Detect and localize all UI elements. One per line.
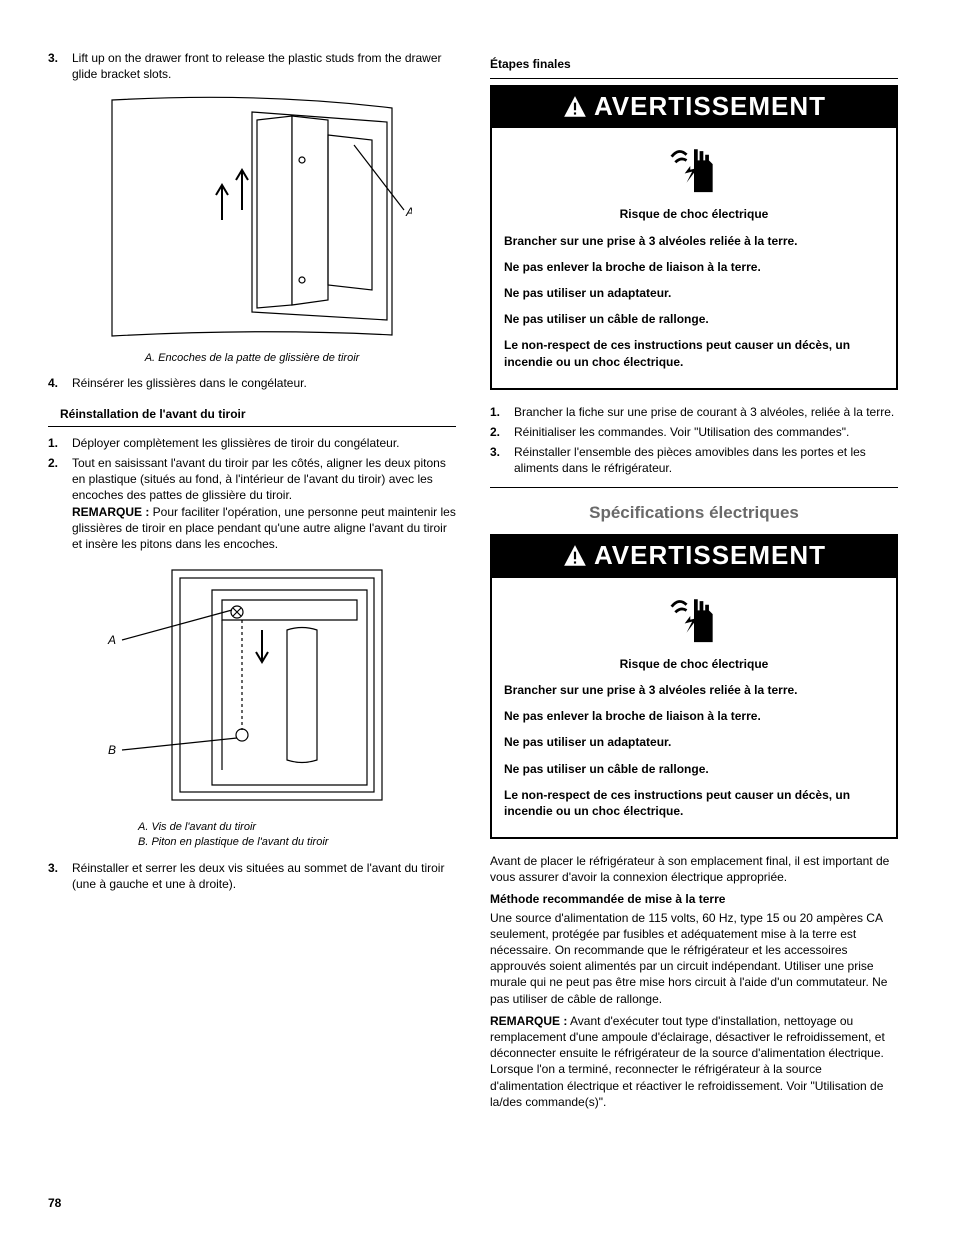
list-item: 1. Déployer complètement les glissières …	[48, 435, 456, 451]
shock-icon-row	[492, 578, 896, 656]
step-number: 3.	[48, 860, 72, 892]
step-number: 1.	[48, 435, 72, 451]
list-item: 1. Brancher la fiche sur une prise de co…	[490, 404, 898, 420]
shock-hand-icon	[666, 138, 722, 194]
step-number: 3.	[48, 50, 72, 82]
list-item: 3. Réinstaller et serrer les deux vis si…	[48, 860, 456, 892]
steps-list-top: 3. Lift up on the drawer front to releas…	[48, 50, 456, 82]
warning-title: AVERTISSEMENT	[594, 89, 826, 124]
warn-line: Ne pas utiliser un adaptateur.	[504, 285, 884, 301]
left-column: 3. Lift up on the drawer front to releas…	[48, 50, 456, 1110]
shock-icon-row	[492, 128, 896, 206]
step-main: Tout en saisissant l'avant du tiroir par…	[72, 456, 446, 502]
figure-2: A B	[48, 560, 456, 814]
list-item: 2. Tout en saisissant l'avant du tiroir …	[48, 455, 456, 552]
warning-banner: AVERTISSEMENT	[492, 87, 896, 128]
warn-line: Brancher sur une prise à 3 alvéoles reli…	[504, 233, 884, 249]
warning-box-2: AVERTISSEMENT Risque de choc électrique …	[490, 534, 898, 839]
warn-line: Le non-respect de ces instructions peut …	[504, 787, 884, 819]
warning-body: Risque de choc électrique Brancher sur u…	[492, 656, 896, 819]
right-column: Étapes finales AVERTISSEMENT Ris	[490, 50, 898, 1110]
figure-label-a: A	[405, 205, 412, 219]
warning-title: AVERTISSEMENT	[594, 538, 826, 573]
figure-2-caption: A. Vis de l'avant du tiroir B. Piton en …	[48, 820, 456, 850]
warn-line: Ne pas utiliser un câble de rallonge.	[504, 311, 884, 327]
reinstall-step-3: 3. Réinstaller et serrer les deux vis si…	[48, 860, 456, 892]
drawer-front-diagram-icon: A B	[102, 560, 402, 810]
caption-line-a: A. Vis de l'avant du tiroir	[138, 821, 256, 833]
warn-line: Ne pas utiliser un câble de rallonge.	[504, 761, 884, 777]
divider	[490, 487, 898, 488]
list-item: 4. Réinsérer les glissières dans le cong…	[48, 375, 456, 391]
list-item: 3. Lift up on the drawer front to releas…	[48, 50, 456, 82]
etapes-finales-heading: Étapes finales	[490, 52, 898, 76]
step-text: Lift up on the drawer front to release t…	[72, 50, 456, 82]
figure-label-b: B	[108, 743, 116, 757]
step-text: Réinsérer les glissières dans le congéla…	[72, 375, 456, 391]
figure-label-a: A	[107, 633, 116, 647]
warning-box-1: AVERTISSEMENT Risque de choc électrique …	[490, 85, 898, 390]
remark-label: REMARQUE :	[72, 505, 149, 519]
warn-line: Ne pas enlever la broche de liaison à la…	[504, 708, 884, 724]
warn-line: Risque de choc électrique	[504, 206, 884, 222]
step-text: Réinitialiser les commandes. Voir "Utili…	[514, 424, 898, 440]
warn-line: Brancher sur une prise à 3 alvéoles reli…	[504, 682, 884, 698]
step-number: 3.	[490, 444, 514, 476]
warn-line: Ne pas enlever la broche de liaison à la…	[504, 259, 884, 275]
method-heading-text: Méthode recommandée de mise à la terre	[490, 892, 725, 906]
section-title-electrical: Spécifications électriques	[490, 502, 898, 525]
steps-list-mid: 4. Réinsérer les glissières dans le cong…	[48, 375, 456, 391]
drawer-diagram-icon: A	[92, 90, 412, 340]
step-text: Tout en saisissant l'avant du tiroir par…	[72, 455, 456, 552]
step-text: Déployer complètement les glissières de …	[72, 435, 456, 451]
page-number: 78	[48, 1195, 61, 1211]
final-steps-list: 1. Brancher la fiche sur une prise de co…	[490, 404, 898, 477]
list-item: 3. Réinstaller l'ensemble des pièces amo…	[490, 444, 898, 476]
paragraph: Avant de placer le réfrigérateur à son e…	[490, 853, 898, 885]
step-text: Réinstaller l'ensemble des pièces amovib…	[514, 444, 898, 476]
step-number: 2.	[48, 455, 72, 552]
remark-label: REMARQUE :	[490, 1014, 567, 1028]
caption-line-b: B. Piton en plastique de l'avant du tiro…	[138, 836, 328, 848]
step-text: Brancher la fiche sur une prise de coura…	[514, 404, 898, 420]
step-number: 1.	[490, 404, 514, 420]
list-item: 2. Réinitialiser les commandes. Voir "Ut…	[490, 424, 898, 440]
subheading-reinstall: Réinstallation de l'avant du tiroir	[48, 402, 456, 427]
step-number: 4.	[48, 375, 72, 391]
figure-1-caption: A. Encoches de la patte de glissière de …	[48, 351, 456, 366]
page-columns: 3. Lift up on the drawer front to releas…	[48, 50, 906, 1110]
figure-1: A	[48, 90, 456, 344]
step-text: Réinstaller et serrer les deux vis situé…	[72, 860, 456, 892]
warn-line: Risque de choc électrique	[504, 656, 884, 672]
warning-triangle-icon	[562, 543, 588, 569]
method-heading: Méthode recommandée de mise à la terre	[490, 891, 898, 907]
shock-hand-icon	[666, 588, 722, 644]
paragraph: REMARQUE : Avant d'exécuter tout type d'…	[490, 1013, 898, 1110]
divider	[490, 78, 898, 79]
warning-banner: AVERTISSEMENT	[492, 536, 896, 577]
warning-body: Risque de choc électrique Brancher sur u…	[492, 206, 896, 369]
warn-line: Le non-respect de ces instructions peut …	[504, 337, 884, 369]
warn-line: Ne pas utiliser un adaptateur.	[504, 734, 884, 750]
step-number: 2.	[490, 424, 514, 440]
warning-triangle-icon	[562, 94, 588, 120]
paragraph: Une source d'alimentation de 115 volts, …	[490, 910, 898, 1007]
reinstall-steps: 1. Déployer complètement les glissières …	[48, 435, 456, 552]
